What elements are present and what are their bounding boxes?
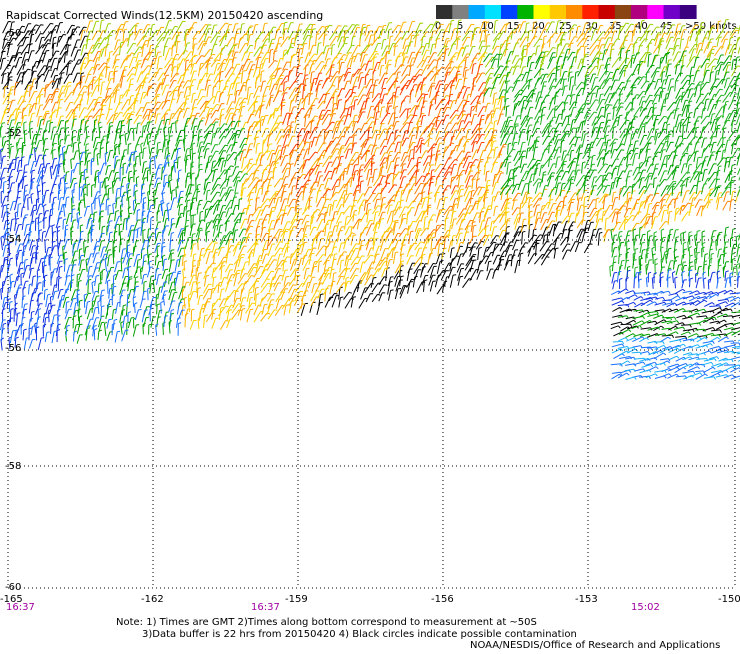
legend-label-45: 45 xyxy=(660,21,673,32)
wind-barbs xyxy=(0,69,740,278)
legend-label-30: 30 xyxy=(585,21,598,32)
wind-barbs xyxy=(0,21,740,340)
legend-label-40: 40 xyxy=(635,21,648,32)
legend-swatch xyxy=(468,5,486,19)
lat-label-52: -52 xyxy=(5,128,21,139)
wind-barb-field xyxy=(0,19,740,380)
wind-barbs xyxy=(1,47,740,344)
legend-swatch xyxy=(549,5,567,19)
wind-barbs xyxy=(611,336,740,380)
lat-label-58: -58 xyxy=(5,461,21,472)
lon-label-153: -153 xyxy=(575,594,598,605)
legend-swatch xyxy=(501,5,518,19)
legend-swatch xyxy=(436,5,453,19)
legend-swatch xyxy=(566,5,583,19)
legend-swatch xyxy=(452,5,470,19)
legend-swatch xyxy=(614,5,632,19)
note-line-2: 3)Data buffer is 22 hrs from 20150420 4)… xyxy=(142,629,577,640)
wind-barbs xyxy=(0,147,740,351)
longitude-labels: -165 -162 -159 -156 -153 -150 xyxy=(0,594,740,605)
color-legend xyxy=(436,5,697,19)
lon-label-156: -156 xyxy=(431,594,454,605)
legend-label-0: 0 xyxy=(435,21,441,32)
legend-label-25: 25 xyxy=(559,21,572,32)
wind-barbs xyxy=(0,47,740,330)
legend-label-50-knots: >50 knots xyxy=(685,21,737,32)
legend-swatch xyxy=(679,5,697,19)
legend-label-15: 15 xyxy=(507,21,520,32)
time-label-3: 15:02 xyxy=(631,602,660,613)
note-line-1: Note: 1) Times are GMT 2)Times along bot… xyxy=(116,617,537,628)
lat-label-60: -60 xyxy=(5,582,21,593)
time-label-1: 16:37 xyxy=(6,602,35,613)
legend-swatch xyxy=(484,5,502,19)
lon-label-162: -162 xyxy=(141,594,164,605)
legend-swatch xyxy=(631,5,648,19)
wind-barbs xyxy=(279,60,487,197)
time-label-2: 16:37 xyxy=(251,602,280,613)
lon-label-159: -159 xyxy=(285,594,308,605)
lat-label-54: -54 xyxy=(5,234,21,245)
lat-label-56: -56 xyxy=(5,343,21,354)
map-title: Rapidscat Corrected Winds(12.5KM) 201504… xyxy=(6,9,323,22)
wind-barbs xyxy=(0,145,740,380)
latitude-labels: -50 -52 -54 -56 -58 -60 xyxy=(5,28,21,593)
legend-swatch xyxy=(598,5,616,19)
legend-swatch xyxy=(663,5,681,19)
legend-label-10: 10 xyxy=(481,21,494,32)
legend-swatch xyxy=(647,5,665,19)
credit-line: NOAA/NESDIS/Office of Research and Appli… xyxy=(470,640,720,650)
legend-label-35: 35 xyxy=(609,21,622,32)
legend-swatch xyxy=(582,5,600,19)
wind-barbs xyxy=(80,19,740,98)
color-legend-labels: 0 5 10 15 20 25 30 35 40 45 >50 knots xyxy=(435,21,737,32)
legend-swatch xyxy=(533,5,551,19)
legend-label-5: 5 xyxy=(457,21,463,32)
lat-lon-grid xyxy=(7,31,736,589)
footnotes: Note: 1) Times are GMT 2)Times along bot… xyxy=(116,617,720,651)
wind-barbs xyxy=(7,47,735,251)
lon-label-165: -165 xyxy=(0,594,23,605)
time-labels: 16:37 16:37 15:02 xyxy=(6,602,660,613)
legend-swatch xyxy=(517,5,535,19)
lon-label-150: -150 xyxy=(718,594,740,605)
lat-label-50: -50 xyxy=(5,28,21,39)
